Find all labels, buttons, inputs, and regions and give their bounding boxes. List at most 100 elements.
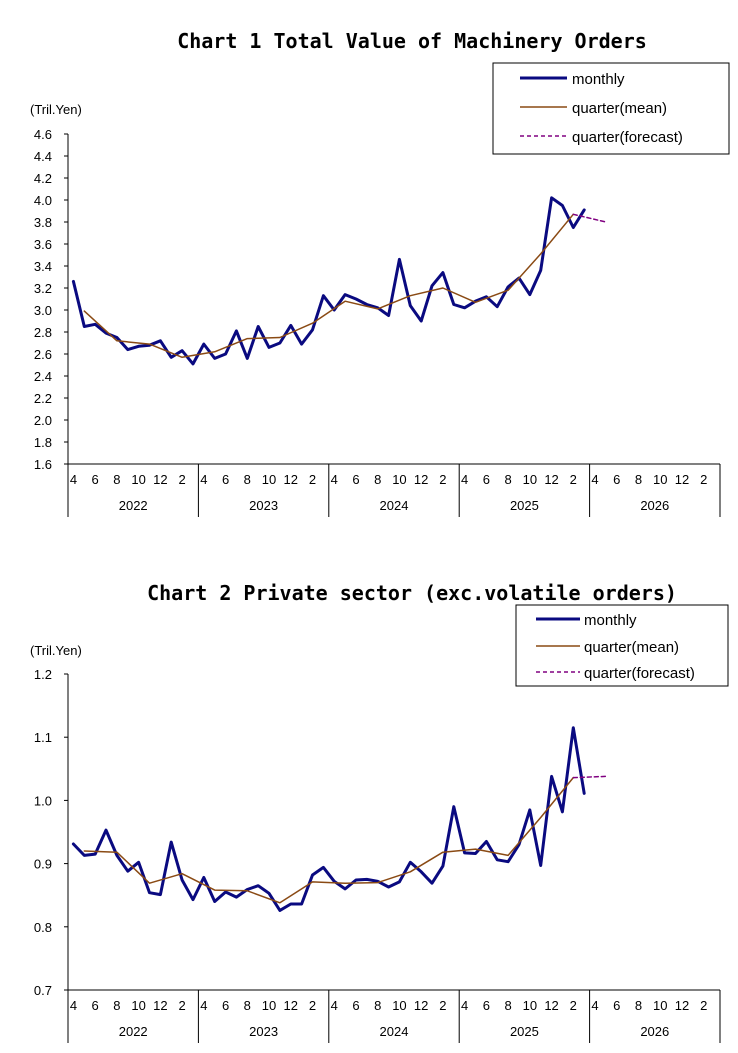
chart-2-month-tick-label: 8	[244, 998, 251, 1013]
chart-1-y-tick-label: 4.0	[34, 193, 52, 208]
chart-1-month-tick-label: 10	[653, 472, 667, 487]
chart-1-month-tick-label: 6	[92, 472, 99, 487]
chart-2-year-label: 2022	[119, 1024, 148, 1039]
chart-2-month-tick-label: 10	[131, 998, 145, 1013]
chart-1-y-tick-label: 4.2	[34, 171, 52, 186]
chart-2-month-tick-label: 8	[374, 998, 381, 1013]
chart-2-legend-monthly: monthly	[584, 612, 637, 629]
chart-1-y-tick-label: 4.4	[34, 149, 52, 164]
chart-2-month-tick-label: 4	[331, 998, 338, 1013]
chart-2-month-tick-label: 6	[352, 998, 359, 1013]
chart-1-year-label: 2025	[510, 498, 539, 513]
chart-2-legend: monthly quarter(mean) quarter(forecast)	[515, 604, 729, 687]
chart-2-y-tick-label: 1.1	[34, 730, 52, 745]
chart-2-y-tick-label: 0.9	[34, 857, 52, 872]
chart-1-y-tick-label: 1.6	[34, 457, 52, 472]
chart-1-month-tick-label: 2	[700, 472, 707, 487]
chart-2-month-tick-label: 10	[262, 998, 276, 1013]
chart-2-month-tick-label: 2	[570, 998, 577, 1013]
chart-2-y-tick-label: 0.7	[34, 983, 52, 998]
chart-1-month-tick-label: 10	[131, 472, 145, 487]
chart-2-month-tick-label: 12	[675, 998, 689, 1013]
chart-1-legend: monthly quarter(mean) quarter(forecast)	[492, 62, 730, 155]
chart-2-legend-forecast: quarter(forecast)	[584, 665, 695, 682]
chart-1-y-tick-label: 2.6	[34, 347, 52, 362]
chart-1-y-tick-label: 4.6	[34, 127, 52, 142]
chart-2-month-tick-label: 6	[613, 998, 620, 1013]
chart-1-year-label: 2023	[249, 498, 278, 513]
chart-2-month-tick-label: 12	[544, 998, 558, 1013]
chart-2-month-tick-label: 12	[284, 998, 298, 1013]
chart-1-month-tick-label: 12	[414, 472, 428, 487]
chart-1-month-tick-label: 8	[113, 472, 120, 487]
chart-1-y-tick-label: 2.0	[34, 413, 52, 428]
chart-1-legend-monthly: monthly	[572, 71, 625, 88]
chart-2-month-tick-label: 2	[178, 998, 185, 1013]
chart-1-y-tick-label: 3.0	[34, 303, 52, 318]
chart-1-y-tick-label: 2.4	[34, 369, 52, 384]
chart-2-month-tick-label: 4	[200, 998, 207, 1013]
chart-1-month-tick-label: 6	[222, 472, 229, 487]
chart-2-y-tick-label: 0.8	[34, 920, 52, 935]
chart-1-y-tick-label: 2.8	[34, 325, 52, 340]
chart-1-month-tick-label: 12	[153, 472, 167, 487]
chart-2-month-tick-label: 6	[483, 998, 490, 1013]
chart-2-month-tick-label: 8	[635, 998, 642, 1013]
chart-2-title: Chart 2 Private sector (exc.volatile ord…	[147, 581, 677, 605]
chart-2-month-tick-label: 4	[461, 998, 468, 1013]
chart-2-legend-mean: quarter(mean)	[584, 639, 679, 656]
chart-1-title: Chart 1 Total Value of Machinery Orders	[177, 29, 647, 53]
chart-1-legend-forecast: quarter(forecast)	[572, 129, 683, 146]
chart-1-month-tick-label: 8	[504, 472, 511, 487]
chart-2-year-label: 2025	[510, 1024, 539, 1039]
chart-1-month-tick-label: 6	[483, 472, 490, 487]
chart-1-unit-label: (Tril.Yen)	[30, 102, 82, 117]
chart-2-series-forecast-line	[572, 775, 607, 779]
chart-1-month-tick-label: 10	[523, 472, 537, 487]
chart-1-year-label: 2024	[380, 498, 409, 513]
chart-1-month-tick-label: 4	[591, 472, 598, 487]
chart-2-year-label: 2024	[380, 1024, 409, 1039]
chart-1-month-tick-label: 12	[544, 472, 558, 487]
chart-1-month-tick-label: 4	[200, 472, 207, 487]
chart-1-month-tick-label: 10	[392, 472, 406, 487]
chart-1-month-tick-label: 4	[70, 472, 77, 487]
chart-2-month-tick-label: 8	[504, 998, 511, 1013]
chart-1-month-tick-label: 4	[331, 472, 338, 487]
chart-2-month-tick-label: 2	[309, 998, 316, 1013]
chart-1-series-forecast-line	[572, 213, 607, 223]
chart-1-month-tick-label: 6	[613, 472, 620, 487]
chart-2-month-tick-label: 2	[700, 998, 707, 1013]
chart-1-y-tick-label: 3.6	[34, 237, 52, 252]
chart-1-month-tick-label: 8	[244, 472, 251, 487]
chart-1-month-tick-label: 6	[352, 472, 359, 487]
chart-2-series-mean-line	[83, 776, 575, 904]
chart-2-month-tick-label: 12	[414, 998, 428, 1013]
chart-2-year-label: 2023	[249, 1024, 278, 1039]
chart-1-month-tick-label: 2	[570, 472, 577, 487]
chart-2: Chart 2 Private sector (exc.volatile ord…	[30, 581, 729, 1043]
chart-1-y-tick-label: 3.4	[34, 259, 52, 274]
chart-2-month-tick-label: 10	[392, 998, 406, 1013]
chart-1-y-tick-label: 3.2	[34, 281, 52, 296]
chart-1: Chart 1 Total Value of Machinery Orders …	[30, 29, 730, 517]
chart-1-year-label: 2026	[640, 498, 669, 513]
chart-1-y-tick-label: 2.2	[34, 391, 52, 406]
chart-2-month-tick-label: 8	[113, 998, 120, 1013]
chart-1-month-tick-label: 2	[178, 472, 185, 487]
chart-2-month-tick-label: 6	[222, 998, 229, 1013]
chart-2-month-tick-label: 10	[523, 998, 537, 1013]
chart-2-y-tick-label: 1.2	[34, 667, 52, 682]
chart-1-month-tick-label: 8	[374, 472, 381, 487]
chart-1-y-tick-label: 3.8	[34, 215, 52, 230]
chart-2-month-tick-label: 12	[153, 998, 167, 1013]
chart-2-month-tick-label: 10	[653, 998, 667, 1013]
chart-1-series-mean-line	[83, 213, 575, 359]
chart-2-unit-label: (Tril.Yen)	[30, 643, 82, 658]
chart-1-month-tick-label: 4	[461, 472, 468, 487]
chart-1-month-tick-label: 2	[439, 472, 446, 487]
chart-1-month-tick-label: 12	[675, 472, 689, 487]
chart-1-plot-area: 1.6 1.8 2.0 2.2 2.4 2.6 2.8 3.0 3.2 3.4 3.6 3.8 4.0 4…	[34, 127, 721, 517]
